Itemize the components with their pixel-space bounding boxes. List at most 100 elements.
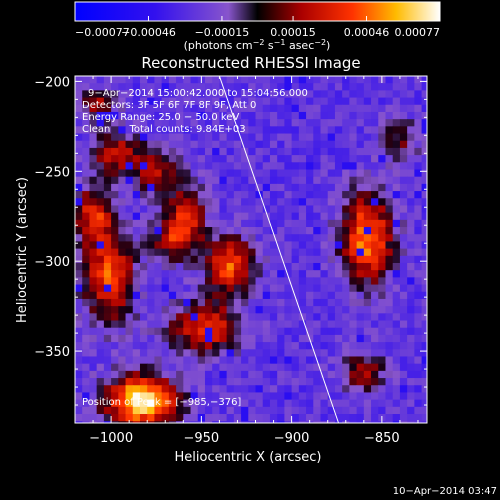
heatmap-cell (219, 385, 228, 394)
heatmap-cell (154, 183, 163, 192)
heatmap-cell (139, 126, 148, 135)
heatmap-cell (212, 76, 221, 84)
heatmap-cell (132, 277, 141, 286)
heatmap-cell (277, 176, 285, 185)
heatmap-cell (269, 104, 278, 113)
heatmap-cell (356, 212, 365, 221)
heatmap-cell (190, 399, 199, 408)
heatmap-cell (269, 162, 278, 171)
heatmap-cell (248, 126, 257, 135)
heatmap-cell (255, 241, 264, 250)
heatmap-cell (96, 147, 105, 156)
heatmap-cell (334, 421, 343, 423)
colorbar-tick-label: −0.00046 (121, 26, 176, 39)
heatmap-cell (161, 97, 170, 106)
heatmap-cell (262, 133, 271, 142)
heatmap-cell (241, 277, 249, 286)
heatmap-cell (96, 176, 105, 185)
heatmap-cell (176, 363, 184, 372)
heatmap-cell (241, 262, 249, 271)
heatmap-cell (313, 133, 322, 142)
heatmap-cell (378, 349, 387, 358)
heatmap-cell (284, 334, 293, 343)
heatmap-cell (349, 155, 358, 163)
heatmap-cell (190, 385, 199, 394)
heatmap-cell (298, 162, 307, 171)
heatmap-cell (284, 212, 293, 221)
heatmap-cell (89, 414, 98, 422)
heatmap-cell (291, 191, 300, 199)
heatmap-cell (277, 140, 285, 149)
heatmap-cell (161, 306, 170, 314)
heatmap-cell (378, 140, 387, 149)
heatmap-cell (371, 119, 379, 127)
heatmap-cell (291, 306, 300, 314)
heatmap-cell (183, 104, 192, 113)
heatmap-cell (392, 97, 401, 106)
heatmap-cell (226, 183, 235, 192)
heatmap-cell (190, 191, 199, 199)
heatmap-cell (277, 119, 285, 127)
heatmap-cell (168, 378, 177, 386)
heatmap-cell (414, 97, 423, 106)
heatmap-cell (356, 385, 365, 394)
heatmap-cell (111, 191, 119, 199)
heatmap-cell (342, 313, 350, 322)
heatmap-cell (327, 277, 336, 286)
heatmap-cell (277, 327, 285, 336)
x-axis: −1000 −950 −900 −850 (89, 76, 419, 446)
heatmap-cell (219, 162, 228, 171)
heatmap-cell (190, 320, 199, 329)
heatmap-cell (75, 298, 83, 307)
heatmap-cell (233, 227, 242, 235)
heatmap-cell (356, 83, 365, 91)
heatmap-cell (255, 298, 264, 307)
heatmap-cell (139, 241, 148, 250)
heatmap-cell (103, 334, 112, 343)
heatmap-cell (269, 176, 278, 185)
heatmap-cell (212, 205, 221, 214)
heatmap-cell (161, 378, 170, 386)
heatmap-cell (277, 277, 285, 286)
heatmap-cell (103, 83, 112, 91)
heatmap-cell (139, 255, 148, 264)
heatmap-cell (269, 241, 278, 250)
heatmap-cell (284, 277, 293, 286)
heatmap-cell (269, 363, 278, 372)
heatmap-cell (75, 162, 83, 171)
heatmap-cell (75, 147, 83, 156)
heatmap-cell (421, 97, 427, 106)
heatmap-cell (132, 155, 141, 163)
heatmap-cell (82, 277, 91, 286)
heatmap-cell (363, 378, 372, 386)
heatmap-cell (132, 378, 141, 386)
heatmap-cell (298, 119, 307, 127)
heatmap-cell (349, 392, 358, 401)
heatmap-cell (168, 349, 177, 358)
heatmap-cell (176, 169, 184, 178)
heatmap-cell (421, 205, 427, 214)
heatmap-cell (291, 183, 300, 192)
heatmap-cell (248, 363, 257, 372)
heatmap-cell (204, 270, 213, 278)
heatmap-cell (414, 104, 423, 113)
heatmap-cell (118, 76, 127, 84)
heatmap-cell (96, 162, 105, 171)
heatmap-cell (371, 262, 379, 271)
heatmap-cell (269, 140, 278, 149)
heatmap-cell (147, 162, 156, 171)
heatmap-cell (147, 126, 156, 135)
heatmap-cell (284, 90, 293, 99)
heatmap-cell (284, 349, 293, 358)
heatmap-cell (233, 162, 242, 171)
heatmap-cell (219, 349, 228, 358)
heatmap-cell (342, 255, 350, 264)
heatmap-cell (154, 349, 163, 358)
heatmap-cell (421, 356, 427, 365)
heatmap-cell (306, 126, 314, 135)
heatmap-cell (320, 277, 329, 286)
heatmap-cell (190, 370, 199, 379)
heatmap-cell (248, 133, 257, 142)
heatmap-cell (75, 219, 83, 228)
heatmap-cell (284, 234, 293, 243)
